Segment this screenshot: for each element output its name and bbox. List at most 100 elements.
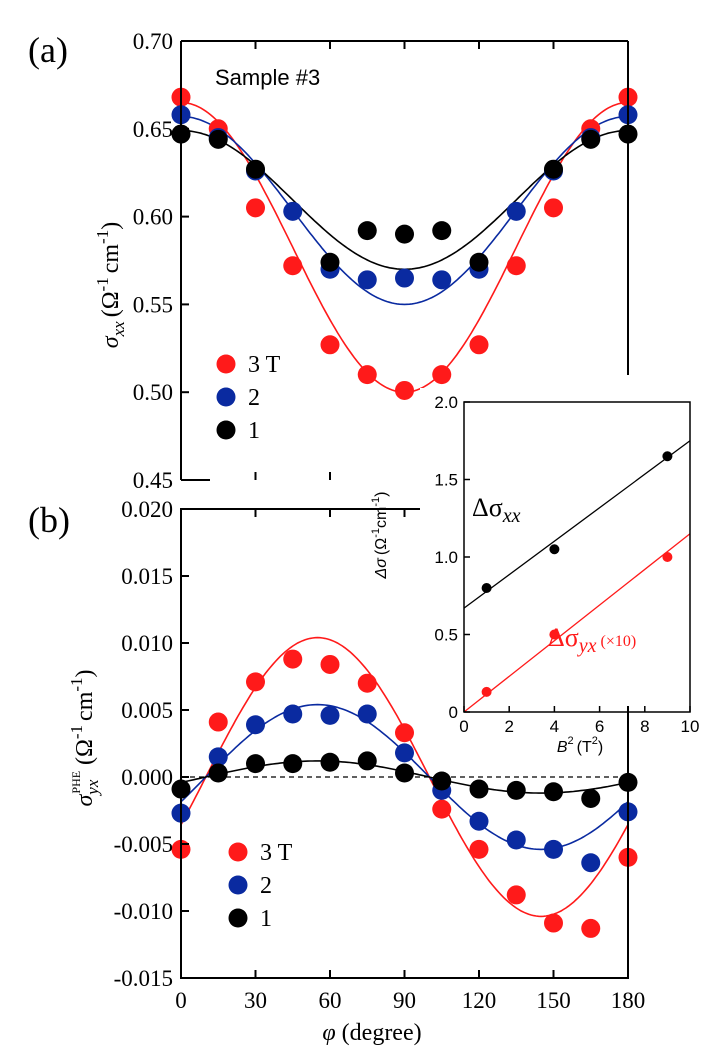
inset-xlabel-sup: 2 xyxy=(567,735,573,747)
panel-b-data-point xyxy=(544,913,563,933)
inset-label-dsyx: Δσyx (×10) xyxy=(548,623,636,657)
panel-b-ytick-label: 0.010 xyxy=(121,631,173,656)
inset-ytick-label: 0.5 xyxy=(434,626,458,645)
panel-a-data-point xyxy=(357,221,377,241)
inset-points xyxy=(481,451,673,697)
panel-a-ytick-label: 0.55 xyxy=(133,292,173,317)
panel-a-legend-marker xyxy=(216,420,236,440)
panel-b-xtick-label: 60 xyxy=(319,988,342,1013)
panel-b-xtick-label: 30 xyxy=(244,988,267,1013)
panel-a-data-point xyxy=(357,365,377,385)
xlabel-rest: (degree) xyxy=(336,1020,422,1046)
inset-ylabel-close: ) xyxy=(373,492,390,497)
panel-b-data-point xyxy=(283,704,303,724)
inset-data-point xyxy=(662,451,673,462)
inset-fit-lines xyxy=(463,440,691,713)
ylabel-b-close: ) xyxy=(72,669,98,677)
ylabel-a-close: ) xyxy=(98,222,124,230)
ylabel-a-unit2: cm xyxy=(98,244,124,274)
panel-b-data-point xyxy=(395,723,414,743)
panel-b-data-point xyxy=(357,673,377,693)
inset-xlabel-unit-sup: 2 xyxy=(592,735,598,747)
inset-data-point xyxy=(549,629,560,640)
inset-xtick-label: 4 xyxy=(550,717,559,736)
panel-a-data-point xyxy=(395,268,414,288)
ylabel-b-unit2: cm xyxy=(72,691,98,721)
panel-b-ytick-label: 0.000 xyxy=(121,765,173,790)
panel-b-data-point xyxy=(246,672,265,692)
panel-b-xtick-label: 150 xyxy=(536,988,571,1013)
ylabel-b-sup: PHE xyxy=(69,771,83,794)
inset-label-dsxx: Δσxx xyxy=(472,493,521,527)
panel-b: (b) -0.015 -0.010 -0.005 0.000 0.005 0.010 0.0… xyxy=(28,497,646,1046)
panel-b-xtick-label: 0 xyxy=(175,988,187,1013)
panel-b-data-point xyxy=(283,754,303,774)
panel-b-data-point xyxy=(581,788,601,808)
inset-ylabel-unit: (Ω xyxy=(373,538,390,555)
panel-a-points xyxy=(171,87,638,400)
ylabel-b-sub: yx xyxy=(83,779,102,797)
panel-a-ytick-label: 0.50 xyxy=(133,380,173,405)
inset-label-dsxx-sub: xx xyxy=(502,505,521,527)
panel-b-data-point xyxy=(208,712,228,732)
panel-b-xtick-label: 90 xyxy=(393,988,416,1013)
ylabel-b-sup2: -1 xyxy=(67,677,86,691)
panel-b-data-point xyxy=(432,771,452,791)
panel-b-ytick-label: 0.020 xyxy=(121,497,173,522)
ylabel-a-sup1: -1 xyxy=(93,277,112,291)
inset-xlabel: B2 (T2) xyxy=(557,735,603,756)
inset-data-point xyxy=(662,552,673,562)
panel-b-ytick-label: -0.010 xyxy=(114,899,173,924)
panel-b-data-point xyxy=(544,839,563,859)
panel-a-data-point xyxy=(432,365,452,385)
panel-b-data-point xyxy=(246,715,265,735)
inset-label-dsyx-extra: (×10) xyxy=(601,633,637,650)
panel-b-data-point xyxy=(432,799,452,819)
panel-b-data-point xyxy=(469,779,489,799)
inset-xtick-label: 8 xyxy=(640,717,649,736)
panel-b-data-point xyxy=(506,830,526,850)
panel-b-legend-marker xyxy=(228,875,248,895)
inset-data-point xyxy=(481,583,492,593)
panel-b-data-point xyxy=(506,885,526,905)
inset-ylabel-sup2: -1 xyxy=(370,497,382,507)
inset-xlabel-unit: (T xyxy=(577,739,592,756)
panel-b-xtick-label: 180 xyxy=(611,988,646,1013)
panel-b-xlabel: φ (degree) xyxy=(322,1020,421,1046)
panel-b-ytick-label: 0.015 xyxy=(121,564,173,589)
panel-b-data-point xyxy=(320,654,340,674)
panel-a-data-point xyxy=(395,224,414,244)
ylabel-b-unit: (Ω xyxy=(72,739,98,765)
inset-ylabel-symbol: Δσ xyxy=(373,557,390,580)
inset-axes: 0 2 4 6 8 10 0 0.5 1.0 1.5 2.0 xyxy=(434,393,699,736)
inset-fit-line xyxy=(463,533,691,713)
panel-b-legend: 3 T 2 1 xyxy=(228,840,293,932)
panel-b-legend-marker xyxy=(228,908,248,928)
panel-b-legend-label: 2 xyxy=(260,873,272,899)
panel-a-ylabel: σxx(Ω-1cm-1) xyxy=(93,222,128,348)
panel-a-ytick-label: 0.70 xyxy=(133,29,173,54)
ylabel-a-symbol: σ xyxy=(98,335,124,348)
inset-ytick-label: 0 xyxy=(449,703,458,722)
panel-a-data-point xyxy=(506,256,526,276)
panel-a-data-point xyxy=(432,221,452,241)
panel-a-data-point xyxy=(544,198,563,218)
inset-xtick-label: 2 xyxy=(504,717,513,736)
inset-data-point xyxy=(481,686,492,697)
panel-a-data-point xyxy=(432,270,452,290)
panel-a-legend: 3 T 2 1 xyxy=(216,352,281,444)
sample-annotation: Sample #3 xyxy=(215,65,320,90)
panel-b-data-point xyxy=(208,763,228,783)
panel-a-data-point xyxy=(581,129,601,149)
panel-b-data-point xyxy=(395,763,414,783)
panel-b-data-point xyxy=(357,704,377,724)
inset-label-dsxx-main: Δσ xyxy=(472,493,503,522)
panel-a-data-point xyxy=(469,252,489,272)
panel-a-data-point xyxy=(283,256,303,276)
panel-a-data-point xyxy=(208,129,228,149)
panel-b-xtick-label: 120 xyxy=(462,988,497,1013)
panel-a-ytick-label: 0.60 xyxy=(133,205,173,230)
inset-ytick-label: 1.5 xyxy=(434,471,458,490)
